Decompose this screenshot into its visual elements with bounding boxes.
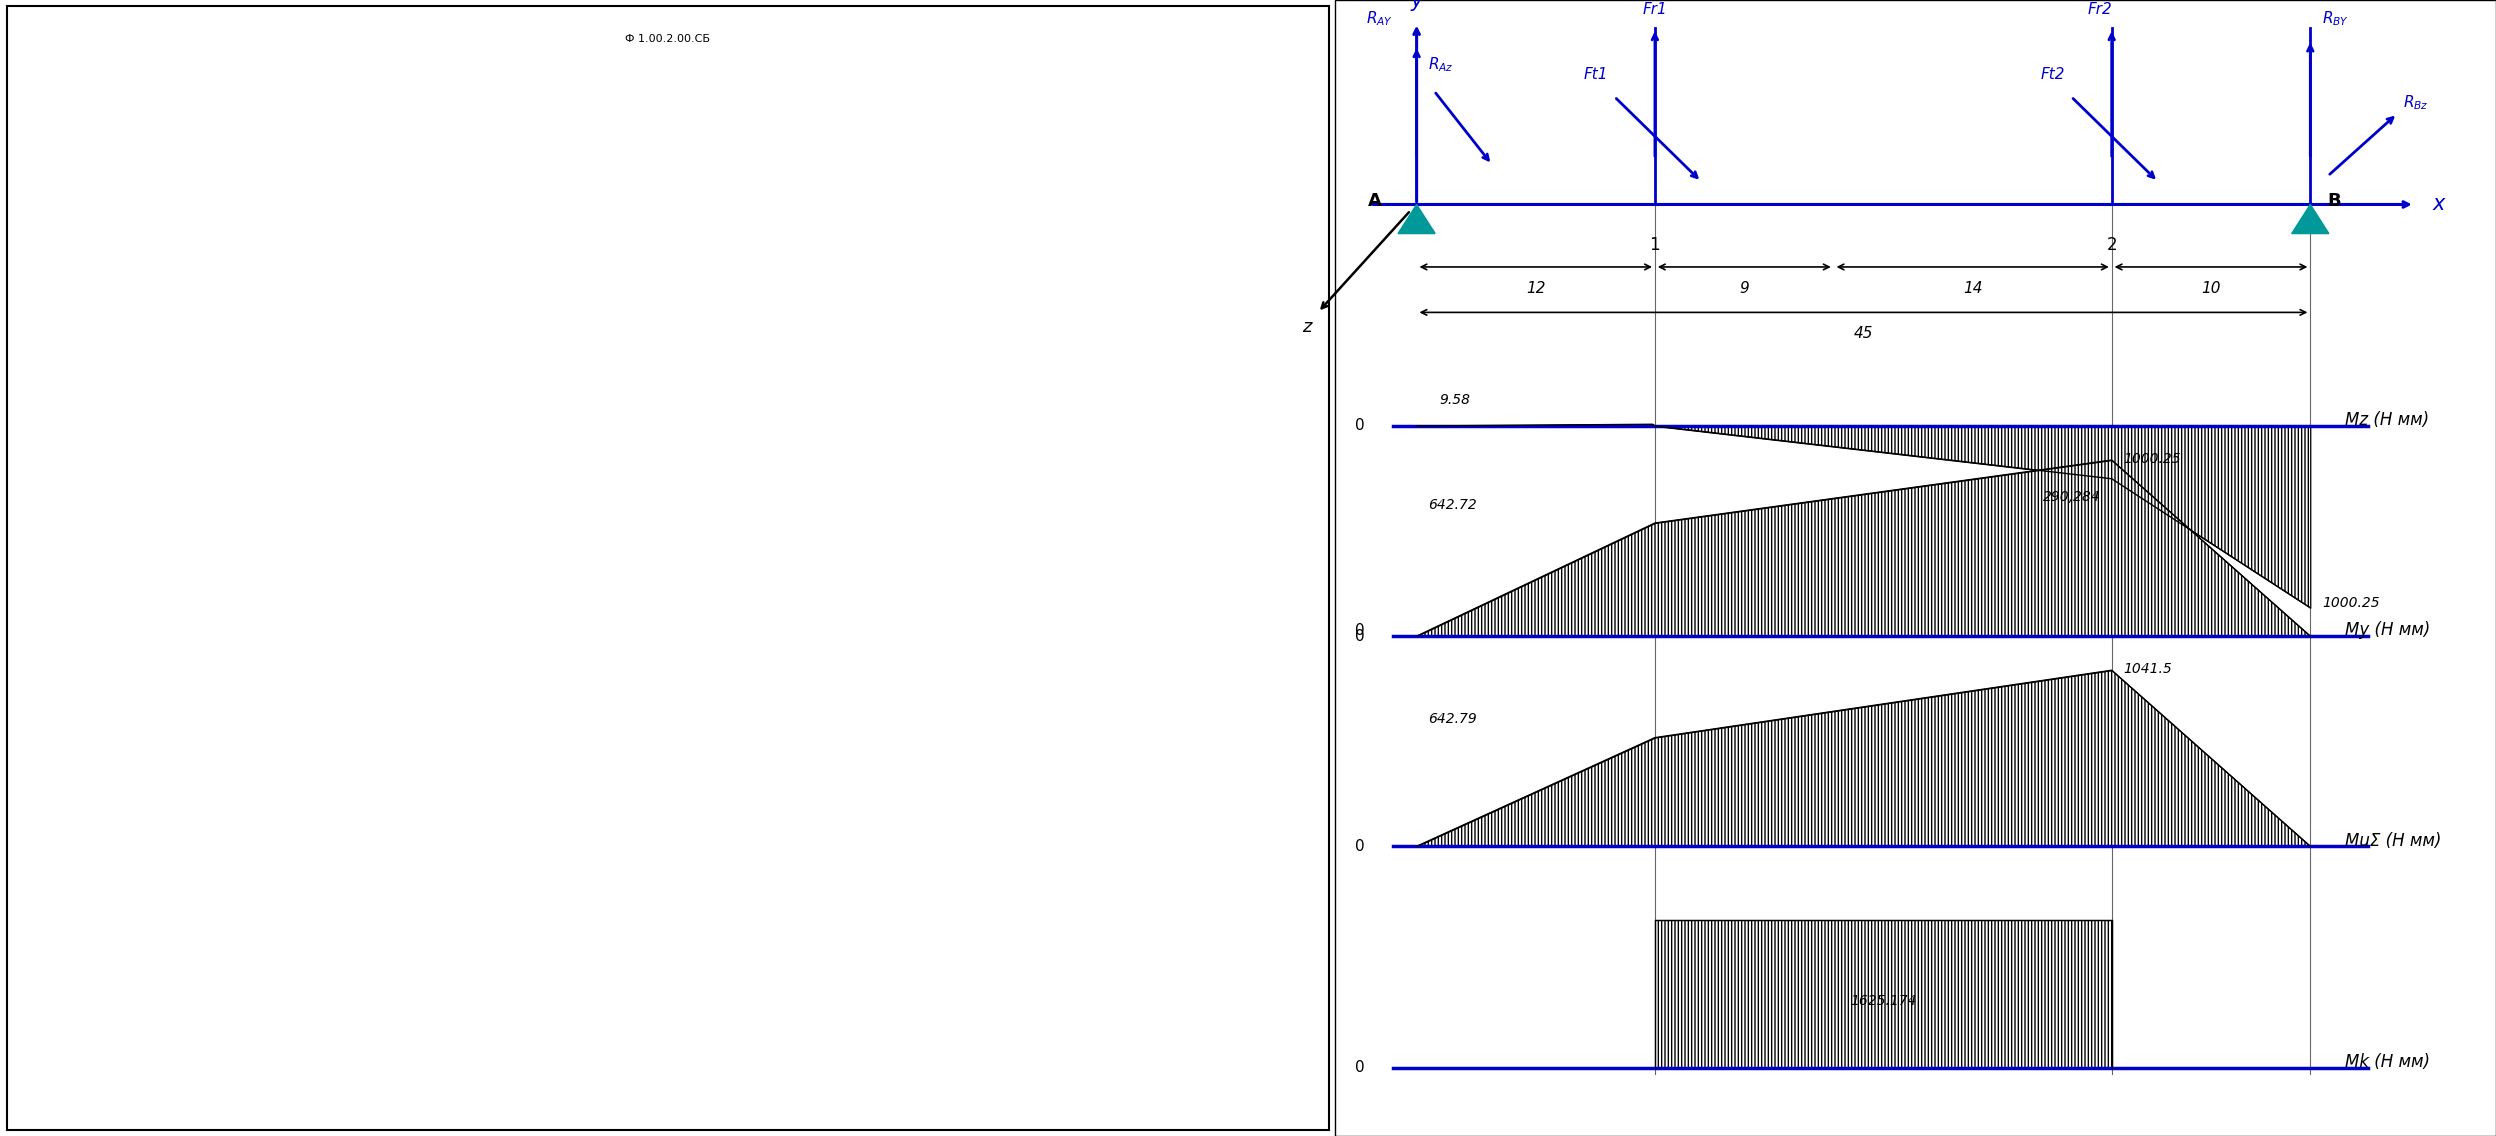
Text: 1000.25: 1000.25 — [2321, 596, 2379, 610]
Text: $R_{Az}$: $R_{Az}$ — [1428, 56, 1453, 74]
Text: My (H мм): My (H мм) — [2346, 621, 2431, 640]
Text: 14: 14 — [1962, 281, 1982, 295]
Text: Fr1: Fr1 — [1642, 2, 1667, 17]
Text: 45: 45 — [1855, 326, 1872, 341]
Text: $R_{Bz}$: $R_{Bz}$ — [2404, 93, 2429, 111]
Text: Fr2: Fr2 — [2087, 2, 2112, 17]
Text: 12: 12 — [1525, 281, 1545, 295]
Text: 1041.5: 1041.5 — [2124, 662, 2172, 676]
Text: Ft1: Ft1 — [1585, 67, 1607, 82]
Text: 0: 0 — [1355, 418, 1365, 434]
Text: 0: 0 — [1355, 1060, 1365, 1076]
Text: z: z — [1300, 318, 1310, 336]
Text: 0: 0 — [1355, 838, 1365, 854]
Text: 0: 0 — [1355, 623, 1365, 638]
Text: Ft2: Ft2 — [2042, 67, 2064, 82]
Polygon shape — [2291, 204, 2329, 234]
Text: 10: 10 — [2201, 281, 2221, 295]
Text: A: A — [1368, 192, 1383, 210]
Text: 9.58: 9.58 — [1440, 393, 1470, 407]
Text: y: y — [1410, 0, 1423, 11]
Text: 1: 1 — [1650, 236, 1660, 254]
Text: 290,284: 290,284 — [2042, 490, 2099, 504]
Text: Ф 1.00.2.00.СБ: Ф 1.00.2.00.СБ — [624, 34, 711, 44]
Text: 0: 0 — [1355, 628, 1365, 644]
Text: MuΣ (H мм): MuΣ (H мм) — [2346, 832, 2441, 850]
Text: B: B — [2329, 192, 2341, 210]
Text: 642.79: 642.79 — [1428, 712, 1478, 726]
Text: 1625.174: 1625.174 — [1850, 994, 1917, 1009]
Text: 2: 2 — [2107, 236, 2117, 254]
Text: $R_{AY}$: $R_{AY}$ — [1365, 10, 1393, 28]
Text: $R_{BY}$: $R_{BY}$ — [2321, 10, 2349, 28]
Text: 642.72: 642.72 — [1428, 498, 1478, 511]
Polygon shape — [1398, 204, 1435, 234]
Text: 1000.25: 1000.25 — [2124, 452, 2182, 466]
Text: Mz (H мм): Mz (H мм) — [2346, 411, 2429, 429]
Text: x: x — [2431, 194, 2444, 215]
Text: 9: 9 — [1740, 281, 1750, 295]
Text: Mk (H мм): Mk (H мм) — [2346, 1053, 2431, 1071]
